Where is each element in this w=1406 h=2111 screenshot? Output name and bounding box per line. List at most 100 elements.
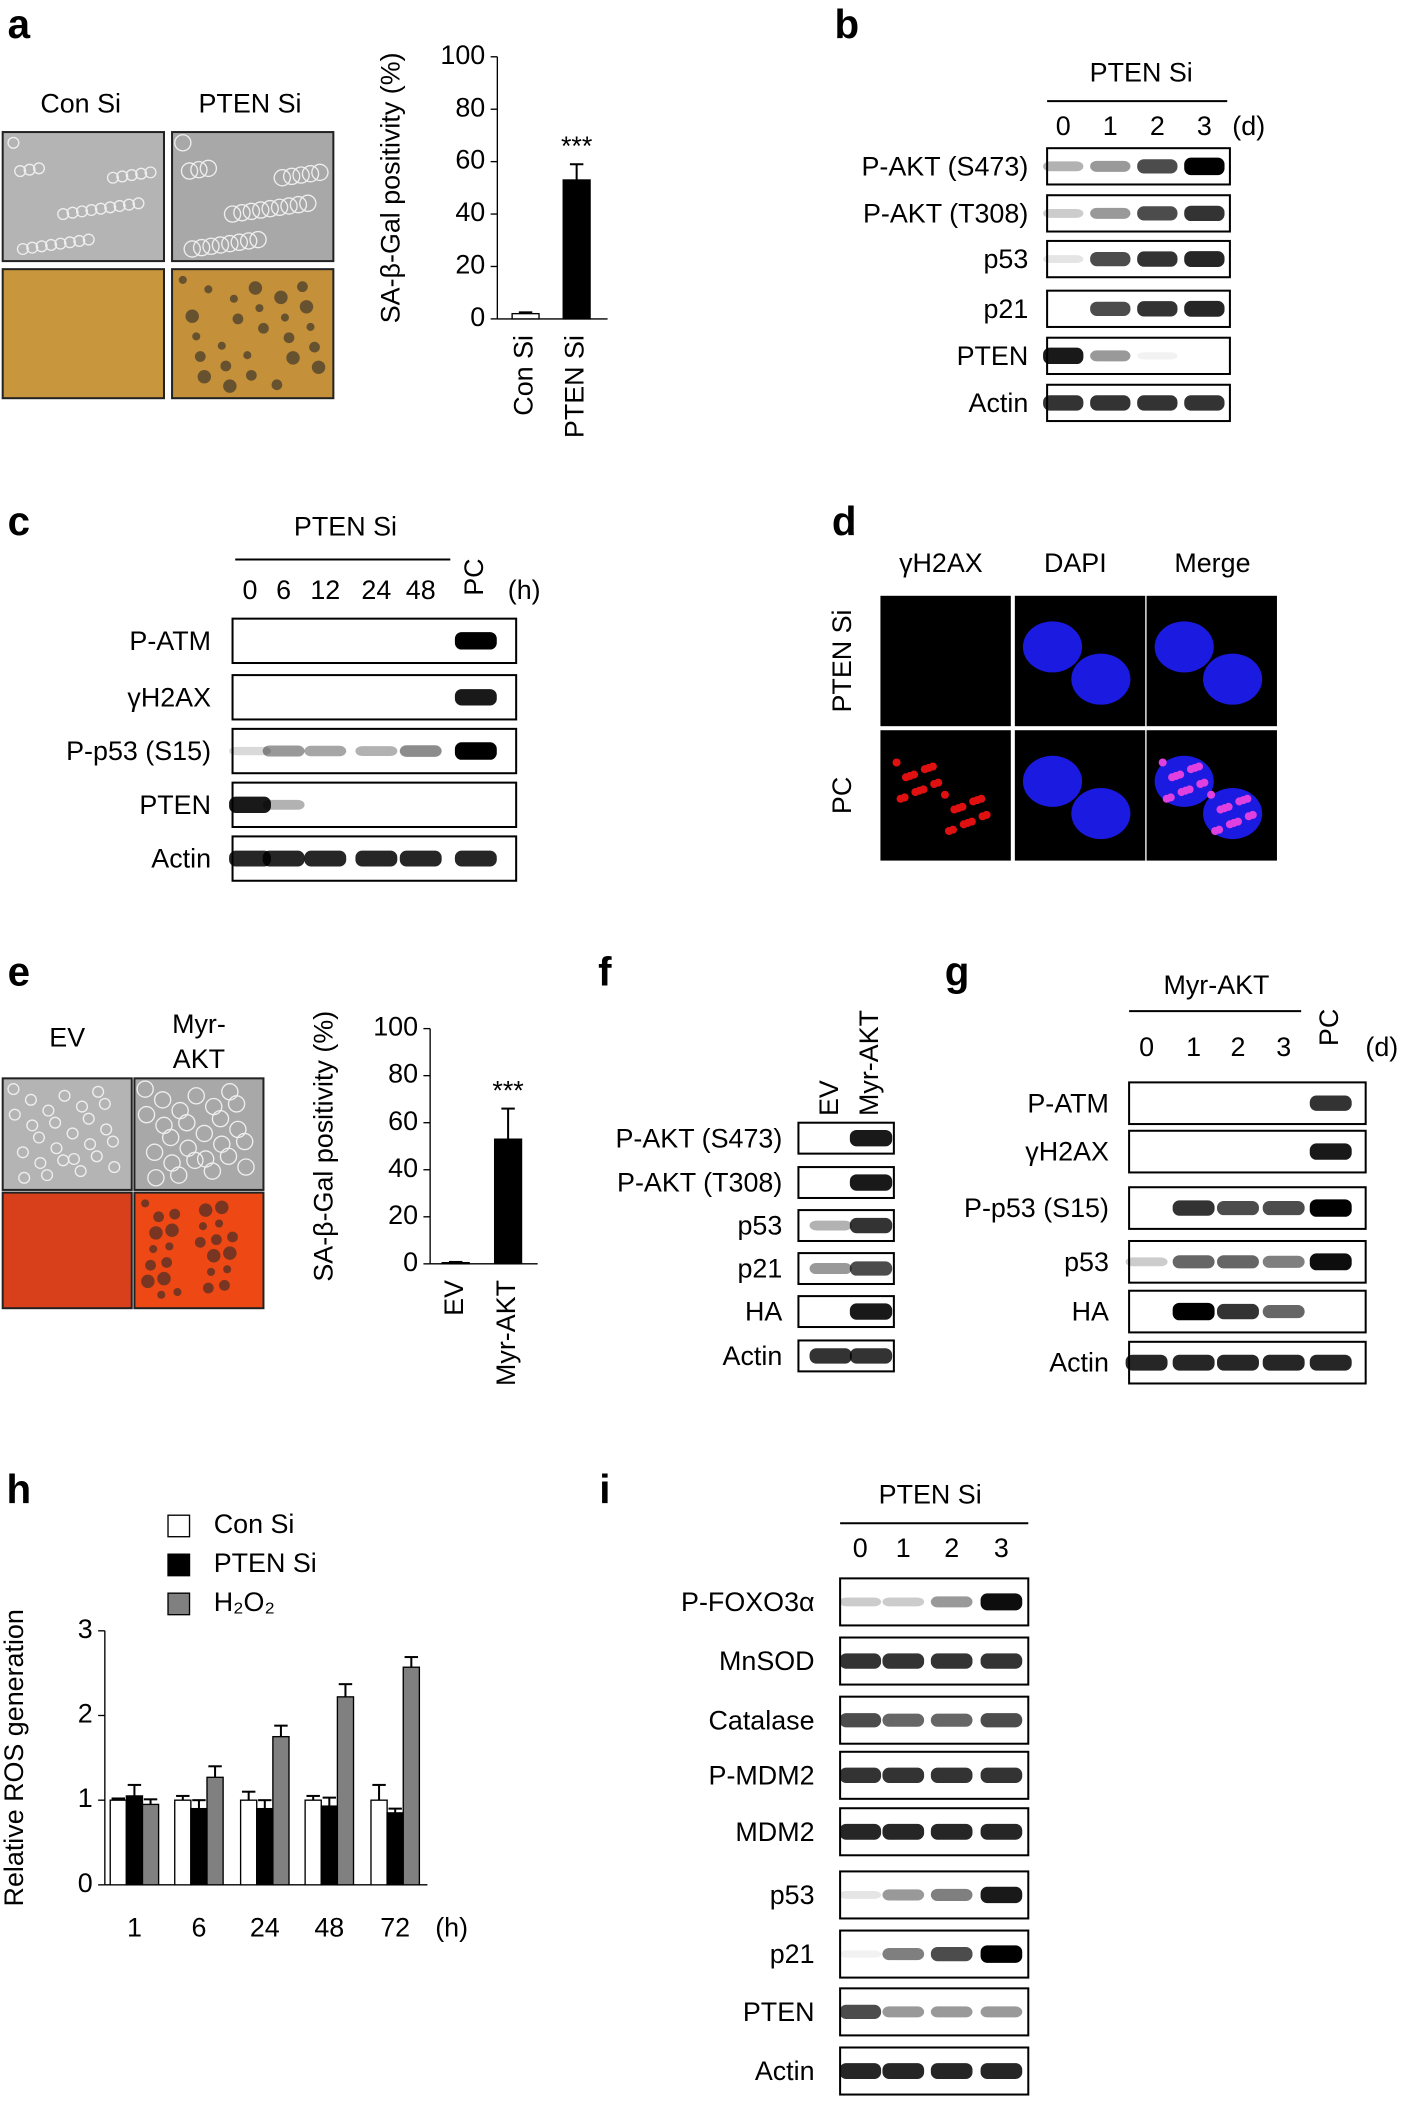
band bbox=[1137, 159, 1178, 174]
band bbox=[882, 1889, 925, 1901]
lane-label: 2 bbox=[1150, 111, 1165, 141]
cell bbox=[74, 1165, 87, 1178]
band bbox=[399, 850, 442, 867]
band bbox=[262, 745, 305, 757]
panel-letter: f bbox=[598, 949, 612, 995]
cell bbox=[75, 1100, 89, 1113]
band bbox=[454, 742, 497, 760]
band bbox=[1090, 207, 1131, 219]
foci bbox=[1207, 790, 1216, 799]
y-axis-label: SA-β-Gal positivity (%) bbox=[308, 1011, 338, 1282]
column-label: DAPI bbox=[1044, 548, 1107, 578]
bar bbox=[562, 179, 591, 320]
lane-label: PC bbox=[459, 558, 489, 595]
foci bbox=[1200, 778, 1209, 787]
band bbox=[454, 632, 497, 650]
band bbox=[1090, 251, 1131, 267]
stain-image bbox=[1, 268, 165, 400]
cell bbox=[163, 1154, 181, 1172]
cell bbox=[211, 236, 230, 254]
blot-strip bbox=[797, 1209, 895, 1243]
lane-label: 1 bbox=[1186, 1032, 1201, 1062]
x-unit: (h) bbox=[435, 1912, 468, 1942]
row-label: Actin bbox=[723, 1341, 783, 1371]
row-label: Actin bbox=[755, 2056, 815, 2086]
group-label: PTEN Si bbox=[294, 512, 397, 542]
y-tick-label: 0 bbox=[403, 1247, 418, 1277]
y-tick-label: 20 bbox=[455, 250, 485, 280]
cell bbox=[8, 1108, 21, 1121]
stained-cell bbox=[157, 1271, 171, 1286]
cell bbox=[135, 167, 148, 180]
stained-cell bbox=[215, 1219, 224, 1228]
band bbox=[1137, 301, 1178, 317]
cell bbox=[179, 1139, 197, 1157]
stained-cell bbox=[223, 1265, 232, 1274]
stained-cell bbox=[223, 1246, 237, 1260]
row-label: P-AKT (S473) bbox=[616, 1123, 783, 1153]
stained-cell bbox=[173, 1288, 182, 1297]
cell bbox=[195, 1124, 214, 1143]
band bbox=[839, 1950, 882, 1958]
lane-label: 2 bbox=[1231, 1032, 1246, 1062]
cell bbox=[63, 236, 76, 249]
cell bbox=[180, 162, 199, 180]
cell bbox=[229, 1120, 247, 1139]
stained-cell bbox=[286, 351, 300, 365]
band bbox=[229, 796, 271, 814]
cell bbox=[230, 233, 248, 252]
x-tick-label: Myr-AKT bbox=[491, 1280, 521, 1386]
stained-cell bbox=[165, 1223, 179, 1237]
stained-cell bbox=[149, 1245, 158, 1254]
foci bbox=[919, 785, 928, 794]
foci bbox=[892, 758, 901, 767]
y-tick-label: 0 bbox=[78, 1868, 93, 1898]
band bbox=[930, 2006, 973, 2018]
band bbox=[930, 2063, 973, 2079]
cell bbox=[196, 1150, 215, 1168]
stained-cell bbox=[211, 1234, 222, 1246]
row-label: P-AKT (T308) bbox=[617, 1168, 782, 1198]
cell bbox=[26, 1119, 39, 1132]
y-tick-label: 1 bbox=[78, 1783, 93, 1813]
band bbox=[1262, 1304, 1305, 1319]
unit-label: (h) bbox=[508, 575, 541, 605]
stained-cell bbox=[169, 1208, 181, 1220]
band bbox=[882, 2006, 925, 2018]
stained-cell bbox=[202, 1282, 214, 1294]
unit-label: (d) bbox=[1365, 1032, 1398, 1062]
y-tick-label: 2 bbox=[78, 1699, 93, 1729]
stained-cell bbox=[243, 351, 252, 360]
nucleus bbox=[1071, 653, 1131, 705]
cell bbox=[23, 163, 36, 176]
stained-cell bbox=[227, 1231, 238, 1243]
stained-cell bbox=[157, 1290, 166, 1299]
stained-cell bbox=[248, 281, 263, 295]
foci bbox=[967, 817, 976, 826]
cell bbox=[171, 1101, 189, 1120]
band bbox=[1184, 205, 1225, 222]
foci bbox=[1185, 785, 1194, 794]
lane-label: 2 bbox=[944, 1533, 959, 1563]
band bbox=[980, 1945, 1023, 1963]
cell bbox=[94, 202, 107, 215]
cell bbox=[100, 1123, 113, 1136]
band bbox=[1262, 1255, 1305, 1268]
row-label: HA bbox=[1072, 1297, 1109, 1327]
cell bbox=[18, 1171, 31, 1184]
cell bbox=[106, 1135, 119, 1148]
column-label: AKT bbox=[173, 1044, 225, 1074]
nucleus bbox=[1022, 755, 1083, 807]
group-label: PTEN Si bbox=[879, 1479, 982, 1509]
lane-label: 3 bbox=[1276, 1032, 1291, 1062]
unit-label: (d) bbox=[1232, 111, 1265, 141]
foci bbox=[1166, 793, 1175, 802]
band bbox=[262, 799, 305, 810]
band bbox=[1172, 1255, 1215, 1269]
x-tick-label: 1 bbox=[127, 1912, 142, 1942]
y-axis-label: SA-β-Gal positivity (%) bbox=[376, 52, 406, 323]
band bbox=[849, 1129, 893, 1147]
cell bbox=[144, 166, 157, 179]
cell bbox=[113, 199, 126, 213]
cell bbox=[249, 230, 267, 249]
